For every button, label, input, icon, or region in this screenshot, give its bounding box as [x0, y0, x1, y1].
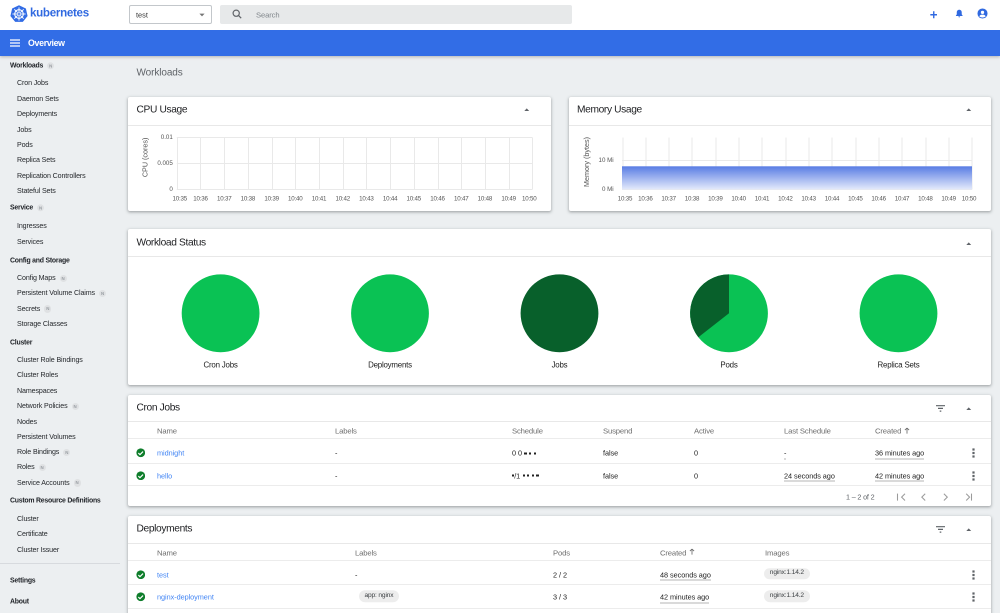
svg-text:10:35: 10:35	[173, 196, 188, 203]
svg-text:0: 0	[169, 186, 173, 193]
svg-text:10:45: 10:45	[407, 196, 422, 203]
svg-text:10:36: 10:36	[193, 196, 208, 203]
svg-text:Memory (bytes): Memory (bytes)	[582, 137, 591, 187]
svg-text:10:50: 10:50	[522, 196, 537, 203]
svg-text:10:49: 10:49	[501, 196, 516, 203]
svg-text:10:40: 10:40	[731, 196, 746, 203]
svg-text:CPU (cores): CPU (cores)	[141, 138, 150, 178]
svg-text:10:39: 10:39	[708, 196, 723, 203]
svg-text:10:50: 10:50	[961, 196, 976, 203]
svg-text:10:44: 10:44	[383, 196, 398, 203]
svg-text:0.005: 0.005	[157, 160, 173, 167]
svg-text:10:41: 10:41	[312, 196, 327, 203]
svg-text:10:48: 10:48	[918, 196, 933, 203]
svg-text:10:49: 10:49	[941, 196, 956, 203]
svg-text:10:45: 10:45	[848, 196, 863, 203]
svg-text:0 Mi: 0 Mi	[601, 186, 613, 193]
svg-text:10:47: 10:47	[454, 196, 469, 203]
svg-text:10:46: 10:46	[871, 196, 886, 203]
svg-text:10:38: 10:38	[241, 196, 256, 203]
svg-text:10:41: 10:41	[754, 196, 769, 203]
svg-text:10 Mi: 10 Mi	[598, 157, 613, 164]
svg-text:10:37: 10:37	[217, 196, 232, 203]
svg-text:10:43: 10:43	[801, 196, 816, 203]
svg-text:10:37: 10:37	[661, 196, 676, 203]
svg-text:10:43: 10:43	[359, 196, 374, 203]
svg-text:10:42: 10:42	[778, 196, 793, 203]
svg-text:0.01: 0.01	[161, 134, 174, 141]
svg-text:10:42: 10:42	[335, 196, 350, 203]
svg-text:10:40: 10:40	[288, 196, 303, 203]
svg-text:10:46: 10:46	[430, 196, 445, 203]
svg-text:10:44: 10:44	[824, 196, 839, 203]
svg-text:10:39: 10:39	[264, 196, 279, 203]
svg-text:10:36: 10:36	[638, 196, 653, 203]
svg-text:10:35: 10:35	[617, 196, 632, 203]
svg-text:10:48: 10:48	[478, 196, 493, 203]
svg-text:10:38: 10:38	[684, 196, 699, 203]
svg-text:10:47: 10:47	[894, 196, 909, 203]
